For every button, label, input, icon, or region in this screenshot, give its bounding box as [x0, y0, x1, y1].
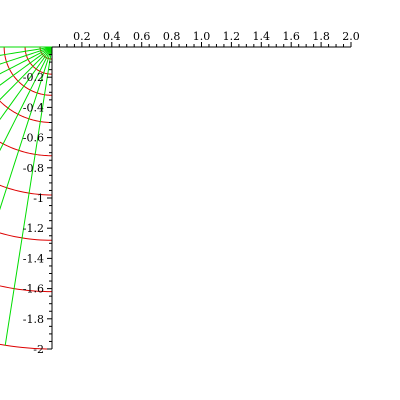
green-curve-7	[0, 46, 53, 121]
green-curve-8	[0, 46, 53, 152]
y-tick-label: -1.8	[23, 313, 44, 326]
y-tick-label: -0.8	[23, 162, 44, 175]
grid-curves	[0, 46, 53, 350]
y-tick-label: -0.6	[23, 132, 44, 145]
x-tick-label: 0.8	[163, 30, 181, 43]
green-curve-4	[0, 46, 53, 75]
x-tick-label: 1.6	[282, 30, 300, 43]
y-tick-label: -1.6	[23, 283, 44, 296]
red-curve-7	[0, 184, 53, 196]
y-tick-label: -0.2	[23, 71, 44, 84]
red-curve-8	[0, 232, 53, 241]
green-curve-3	[0, 46, 53, 65]
green-curve-10	[4, 46, 53, 346]
x-tick-label: 1.0	[193, 30, 211, 43]
x-tick-label: 1.4	[253, 30, 271, 43]
y-tick-label: -2	[33, 343, 44, 356]
green-curve-6	[0, 46, 53, 101]
red-curve-5	[0, 100, 53, 123]
x-tick-label: 2.0	[342, 30, 360, 43]
x-tick-label: 0.2	[73, 30, 91, 43]
x-tick-label: 1.8	[312, 30, 330, 43]
green-curve-5	[0, 46, 53, 86]
x-tick-label: 0.6	[133, 30, 151, 43]
y-tick-label: -0.4	[23, 101, 44, 114]
red-curve-6	[0, 141, 53, 157]
y-tick-label: -1	[33, 192, 44, 205]
x-tick-label: 0.4	[103, 30, 121, 43]
y-tick-label: -1.4	[23, 252, 44, 265]
green-curve-2	[0, 46, 53, 56]
y-tick-label: -1.2	[23, 222, 44, 235]
axes: 0.2 0.4 0.6 0.8 1.0 1.2 1.4 1.6 1.8 2.0 -0.2 -0.4 -0…	[23, 30, 360, 356]
x-tick-label: 1.2	[223, 30, 241, 43]
